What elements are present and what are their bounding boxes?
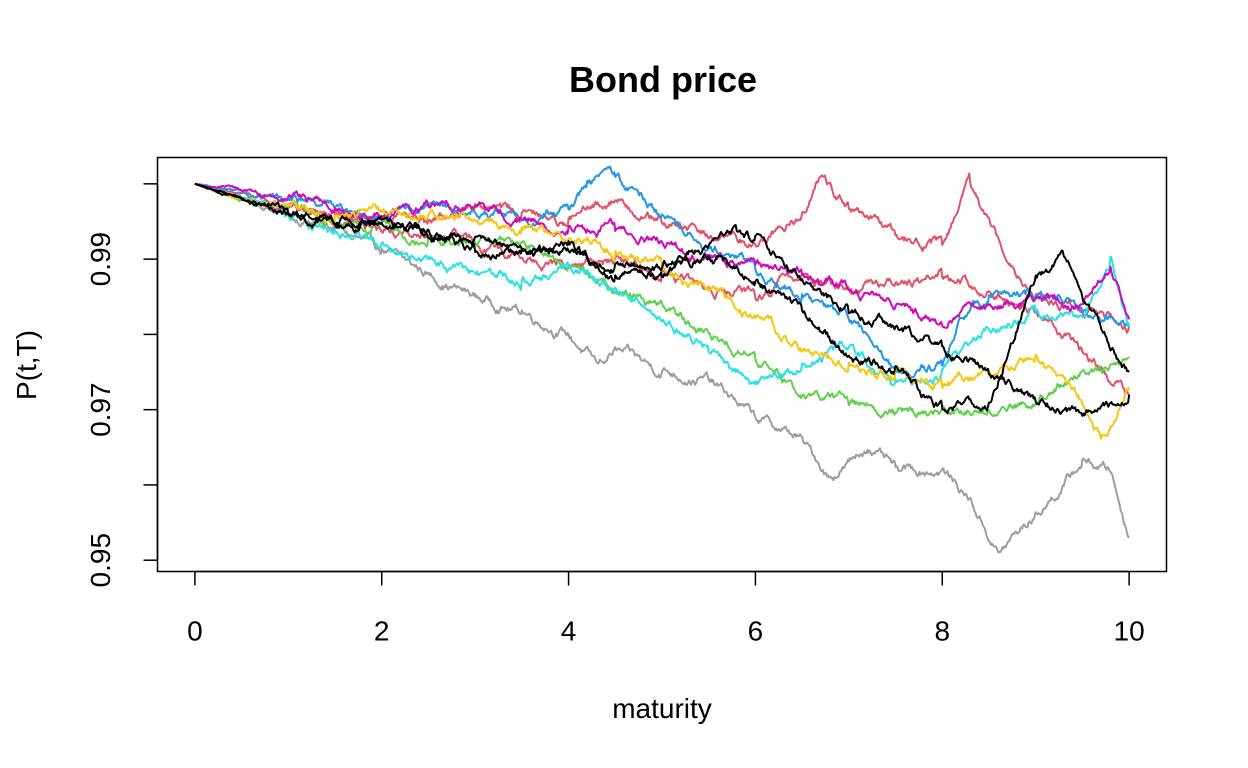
- x-tick-label: 6: [748, 616, 764, 647]
- series-line-10: [194, 182, 1130, 415]
- chart-title: Bond price: [569, 59, 757, 100]
- series-line-7: [194, 182, 1131, 330]
- x-axis-label: maturity: [612, 693, 712, 724]
- x-axis: 0 2 4 6 8 10: [187, 570, 1145, 647]
- y-axis-label: P(t,T): [11, 330, 42, 400]
- y-tick-label: 0.97: [85, 382, 116, 437]
- series-line-2: [194, 172, 1131, 334]
- series-line-4: [194, 182, 1130, 419]
- series-line-9: [194, 182, 1131, 417]
- x-tick-label: 8: [934, 616, 950, 647]
- series-line-3: [194, 182, 1130, 396]
- y-tick-label: 0.99: [85, 232, 116, 287]
- series-layer: [194, 165, 1131, 554]
- x-tick-label: 0: [187, 616, 203, 647]
- x-tick-label: 10: [1114, 616, 1145, 647]
- x-tick-label: 2: [374, 616, 390, 647]
- series-line-6: [194, 182, 1130, 387]
- series-line-1: [194, 182, 1130, 554]
- series-line-5: [194, 165, 1131, 379]
- x-tick-label: 4: [561, 616, 577, 647]
- y-tick-label: 0.95: [85, 533, 116, 588]
- y-axis: 0.95 0.97 0.99: [85, 183, 159, 588]
